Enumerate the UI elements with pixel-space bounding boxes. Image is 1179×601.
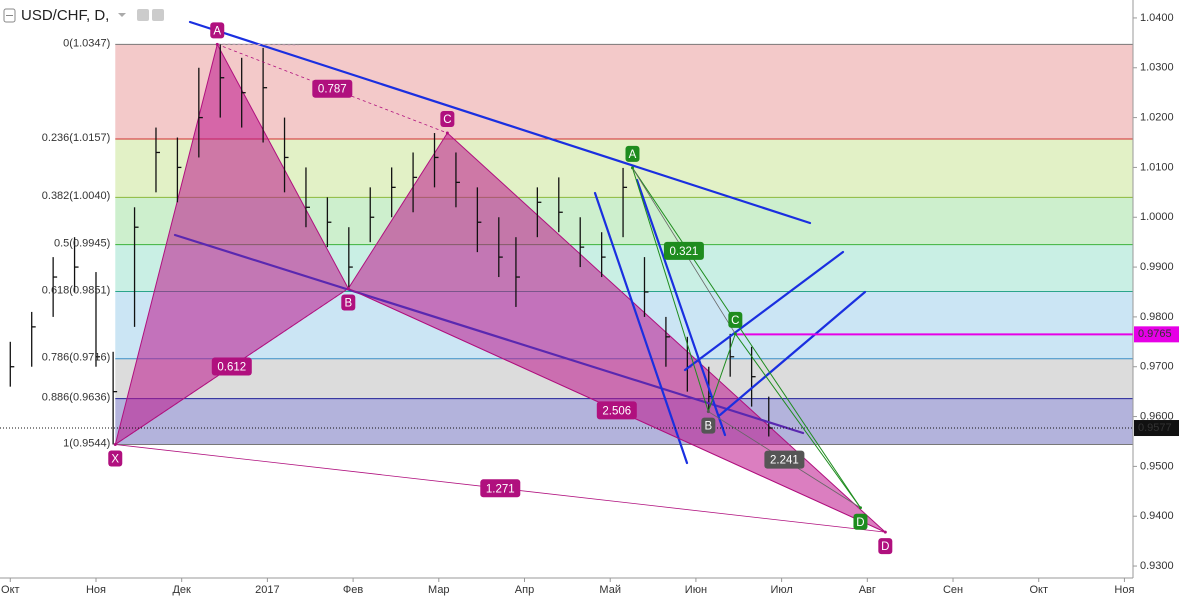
- x-tick-label: 2017: [255, 584, 279, 596]
- x-tick-label: Мар: [428, 584, 450, 596]
- fib-label: 0.786(0.9716): [42, 352, 111, 364]
- x-tick-label: Сен: [943, 584, 963, 596]
- point-label: A: [213, 25, 221, 37]
- chart-title: USD/CHF, D,: [21, 7, 109, 24]
- y-tick-label: 0.9300: [1140, 560, 1174, 572]
- ratio-box: [663, 241, 704, 260]
- y-tick-label: 0.9800: [1140, 311, 1174, 323]
- ratio-label: 0.787: [318, 84, 347, 96]
- point-box: [341, 294, 356, 311]
- price-tag: [1134, 326, 1179, 343]
- x-tick-label: Окт: [1, 584, 20, 596]
- annotations: 0(1.0347) 0.236(1.0157) 0.382(1.0040) 0.5(0…: [0, 22, 1133, 555]
- fib-label: 0(1.0347): [63, 37, 110, 49]
- axes: 1.0400 1.0300 1.0200 1.0100 1.0000 0.9900 0.98…: [1, 12, 1179, 596]
- pattern-point: [858, 506, 862, 510]
- ratio-label: 0.612: [217, 362, 246, 374]
- pattern-line: [632, 167, 861, 509]
- pattern-point: [706, 410, 710, 414]
- pattern-line: [632, 167, 861, 509]
- fib-label: 1(0.9544): [63, 437, 110, 449]
- point-box: [625, 145, 640, 162]
- point-box: [440, 111, 455, 128]
- price-tag: [1134, 420, 1179, 437]
- point-box: [878, 538, 893, 555]
- fib-band: [115, 44, 1133, 140]
- point-label: B: [344, 298, 352, 310]
- dotted-guide: [217, 43, 299, 46]
- price-bars: [9, 44, 773, 445]
- fib-label: 0.382(1.0040): [42, 190, 111, 202]
- trendline: [683, 250, 845, 372]
- ratio-label: 2.241: [770, 455, 799, 467]
- pattern-point: [445, 131, 449, 135]
- x-tick-label: Авг: [859, 584, 876, 596]
- price-tag-label: 0.9765: [1138, 328, 1172, 340]
- point-box: [701, 417, 716, 434]
- y-tick-label: 0.9400: [1140, 510, 1174, 522]
- close-icon[interactable]: [152, 9, 164, 21]
- point-label: X: [111, 453, 119, 465]
- pattern-point: [630, 166, 634, 170]
- pattern-point: [346, 287, 350, 291]
- y-tick-label: 0.9900: [1140, 261, 1174, 273]
- x-tick-label: Фев: [343, 584, 363, 596]
- point-box: [108, 450, 123, 467]
- point-label: D: [881, 541, 889, 553]
- trendlines: [173, 20, 867, 465]
- y-tick-label: 1.0200: [1140, 111, 1174, 123]
- trendline: [593, 191, 689, 465]
- y-tick-label: 0.9600: [1140, 410, 1174, 422]
- ratio-label: 2.506: [602, 405, 631, 417]
- x-tick-label: Ноя: [86, 584, 106, 596]
- y-tick-label: 1.0400: [1140, 12, 1174, 24]
- trendline: [173, 233, 805, 435]
- point-label: A: [629, 149, 637, 161]
- settings-icon[interactable]: [137, 9, 149, 21]
- collapse-icon[interactable]: [3, 8, 16, 23]
- fib-label: 0.618(0.9851): [42, 284, 111, 296]
- x-tick-label: Апр: [515, 584, 534, 596]
- pattern-point: [883, 530, 887, 534]
- y-tick-label: 0.9500: [1140, 460, 1174, 472]
- ratio-label: 1.271: [486, 483, 515, 495]
- x-tick-label: Июл: [770, 584, 792, 596]
- ratio-box: [480, 479, 521, 498]
- trendline: [188, 20, 812, 225]
- pattern-point: [113, 442, 117, 446]
- x-tick-label: Май: [599, 584, 621, 596]
- price-tag-label: 0.9577: [1138, 422, 1172, 434]
- pattern-point: [733, 332, 737, 336]
- trendline: [718, 290, 867, 417]
- y-tick-label: 1.0100: [1140, 161, 1174, 173]
- point-box: [210, 22, 225, 39]
- x-tick-label: Дек: [172, 584, 191, 596]
- pattern-point: [215, 42, 219, 46]
- ratio-box: [764, 450, 805, 469]
- ratio-box: [211, 357, 252, 376]
- fib-label: 0.5(0.9945): [54, 238, 110, 250]
- y-tick-label: 1.0000: [1140, 211, 1174, 223]
- ratio-line: [217, 43, 448, 134]
- ratio-box: [596, 401, 637, 420]
- x-tick-label: Окт: [1029, 584, 1048, 596]
- point-label: C: [731, 315, 739, 327]
- y-tick-label: 1.0300: [1140, 62, 1174, 74]
- point-label: C: [443, 114, 451, 126]
- dropdown-icon[interactable]: [118, 13, 126, 17]
- trendline: [635, 178, 727, 437]
- ratio-label: 0.321: [670, 246, 699, 258]
- y-tick-label: 0.9700: [1140, 361, 1174, 373]
- x-tick-label: Июн: [685, 584, 707, 596]
- fib-label: 0.886(0.9636): [42, 392, 111, 404]
- point-box: [853, 513, 868, 530]
- fib-label: 0.236(1.0157): [42, 132, 111, 144]
- point-label: B: [705, 421, 713, 433]
- point-label: D: [856, 517, 864, 529]
- point-box: [728, 311, 743, 328]
- ratio-box: [312, 79, 353, 98]
- x-tick-label: Ноя: [1114, 584, 1134, 596]
